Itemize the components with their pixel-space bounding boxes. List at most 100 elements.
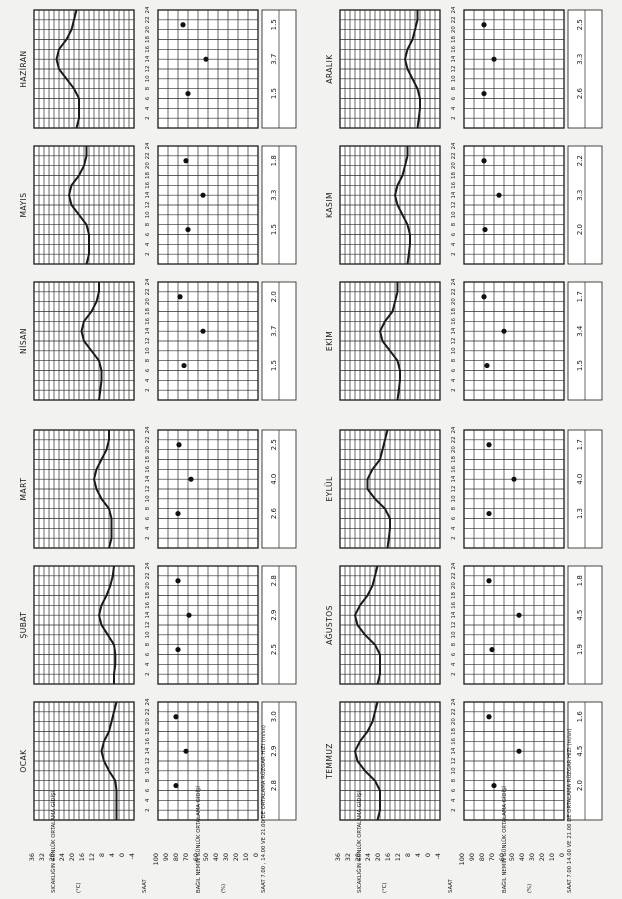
temp-tick-label: 4 bbox=[108, 853, 116, 857]
hour-tick-label: 24 bbox=[451, 562, 457, 569]
wind-value: 2.9 bbox=[270, 610, 278, 621]
wind-value: 1.5 bbox=[270, 19, 278, 30]
wind-value: 2.6 bbox=[576, 87, 584, 99]
hour-tick-label: 2 bbox=[451, 388, 457, 392]
hour-tick-label: 2 bbox=[451, 536, 457, 540]
humidity-unit-label: (%) bbox=[221, 884, 227, 893]
month-name: HAZİRAN bbox=[19, 50, 28, 87]
hour-tick-label: 18 bbox=[145, 592, 151, 599]
hour-tick-label: 8 bbox=[451, 222, 457, 226]
hour-tick-label: 24 bbox=[145, 562, 151, 569]
temp-tick-label: 12 bbox=[88, 853, 96, 861]
hour-tick-label: 2 bbox=[451, 252, 457, 256]
hour-tick-label: 18 bbox=[145, 36, 151, 43]
month-name: TEMMUZ bbox=[325, 743, 334, 780]
hour-tick-label: 4 bbox=[451, 106, 457, 110]
saat-label: SAAT bbox=[142, 879, 148, 893]
temp-tick-label: 28 bbox=[48, 853, 56, 861]
humidity-point bbox=[486, 442, 492, 448]
humidity-tick-label: 70 bbox=[488, 853, 496, 861]
humidity-point bbox=[496, 192, 502, 198]
hour-tick-label: 16 bbox=[145, 737, 151, 744]
hour-tick-label: 14 bbox=[145, 55, 151, 62]
humidity-tick-label: 20 bbox=[538, 853, 546, 861]
wind-value: 3.3 bbox=[576, 54, 584, 65]
temp-tick-label: 12 bbox=[394, 853, 402, 861]
hour-tick-label: 24 bbox=[451, 142, 457, 149]
humidity-point bbox=[516, 748, 522, 754]
hour-tick-label: 10 bbox=[145, 495, 151, 502]
hour-tick-label: 16 bbox=[145, 317, 151, 324]
humidity-tick-label: 30 bbox=[222, 853, 230, 861]
temp-tick-label: 20 bbox=[68, 853, 76, 861]
hour-tick-label: 6 bbox=[145, 516, 151, 520]
wind-value: 2.0 bbox=[576, 224, 584, 235]
temp-tick-label: 32 bbox=[344, 853, 352, 861]
humidity-point bbox=[176, 442, 182, 448]
hour-tick-label: 24 bbox=[145, 278, 151, 285]
hour-tick-label: 20 bbox=[451, 446, 457, 453]
temp-curve bbox=[393, 146, 411, 265]
hour-tick-label: 6 bbox=[145, 232, 151, 236]
humidity-point bbox=[481, 158, 487, 164]
temp-curve bbox=[100, 701, 118, 820]
hour-tick-label: 14 bbox=[451, 611, 457, 618]
hour-tick-label: 4 bbox=[451, 526, 457, 530]
hour-tick-label: 18 bbox=[451, 592, 457, 599]
hour-tick-label: 24 bbox=[145, 142, 151, 149]
humidity-tick-label: 60 bbox=[192, 853, 200, 861]
hour-tick-label: 4 bbox=[145, 526, 151, 530]
hour-tick-label: 4 bbox=[145, 662, 151, 666]
hour-tick-label: 16 bbox=[145, 465, 151, 472]
wind-value: 2.0 bbox=[576, 780, 584, 791]
hour-tick-label: 18 bbox=[451, 456, 457, 463]
humidity-point bbox=[491, 782, 497, 789]
humidity-point bbox=[188, 476, 194, 482]
hour-tick-label: 8 bbox=[145, 642, 151, 646]
hour-tick-label: 2 bbox=[145, 808, 151, 812]
temp-tick-label: 28 bbox=[354, 853, 362, 861]
humidity-tick-label: 100 bbox=[152, 853, 160, 865]
hour-tick-label: 6 bbox=[145, 788, 151, 792]
humidity-tick-label: 0 bbox=[252, 853, 260, 857]
wind-value: 3.0 bbox=[270, 711, 278, 722]
humidity-point bbox=[183, 158, 189, 164]
hour-tick-label: 22 bbox=[145, 436, 151, 443]
humidity-point bbox=[484, 362, 490, 369]
temp-curve bbox=[366, 429, 391, 549]
hour-tick-label: 4 bbox=[145, 798, 151, 802]
humidity-point bbox=[175, 510, 181, 517]
hour-tick-label: 10 bbox=[451, 75, 457, 82]
hour-tick-label: 12 bbox=[451, 338, 457, 345]
wind-value: 2.8 bbox=[270, 780, 278, 791]
month-name: OCAK bbox=[19, 749, 28, 773]
hour-tick-label: 12 bbox=[451, 622, 457, 629]
hour-tick-label: 12 bbox=[145, 338, 151, 345]
hour-tick-label: 20 bbox=[145, 718, 151, 725]
hour-tick-label: 10 bbox=[451, 347, 457, 354]
humidity-point bbox=[183, 748, 189, 754]
humidity-tick-label: 80 bbox=[172, 853, 180, 861]
month-name: NİSAN bbox=[19, 328, 28, 354]
hour-tick-label: 24 bbox=[145, 6, 151, 13]
wind-value: 1.3 bbox=[576, 508, 584, 519]
humidity-point bbox=[200, 192, 206, 198]
hour-tick-label: 6 bbox=[451, 232, 457, 236]
hour-tick-label: 12 bbox=[451, 202, 457, 209]
month-name: ARALIK bbox=[325, 54, 334, 84]
saat-label: SAAT bbox=[448, 879, 454, 893]
hour-tick-label: 22 bbox=[145, 288, 151, 295]
hour-tick-label: 18 bbox=[451, 172, 457, 179]
humidity-axis-label: BAĞIL NEMİN GÜNLÜK ORTALAMA GİDİŞİ bbox=[195, 786, 202, 893]
humidity-tick-label: 50 bbox=[202, 853, 210, 861]
hour-tick-label: 8 bbox=[451, 506, 457, 510]
hour-tick-label: 14 bbox=[451, 747, 457, 754]
humidity-point bbox=[481, 90, 487, 97]
humidity-tick-label: 30 bbox=[528, 853, 536, 861]
wind-value: 1.5 bbox=[270, 360, 278, 371]
humidity-point bbox=[173, 782, 179, 789]
temp-tick-label: 36 bbox=[28, 853, 36, 861]
hour-tick-label: 12 bbox=[145, 622, 151, 629]
